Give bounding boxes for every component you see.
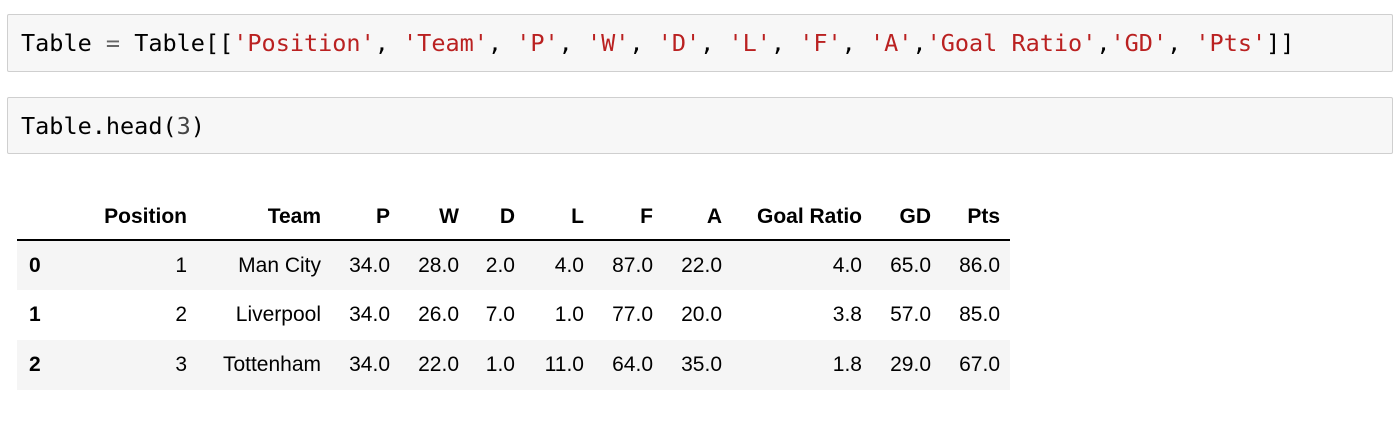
header-f: F [594,194,663,241]
table-header-row: Position Team P W D L F A Goal Ratio GD … [17,194,1010,241]
header-pts: Pts [941,194,1010,241]
number-token: 3 [176,111,191,140]
cell-f: 77.0 [612,303,653,326]
string-token: 'Position' [233,29,375,57]
cell-team: Tottenham [222,353,321,376]
cell-goal-ratio: 4.0 [832,253,862,277]
code-token: , [1167,29,1196,57]
cell-l: 4.0 [554,253,584,277]
cell-pts: 67.0 [959,353,1000,376]
cell-gd: 65.0 [890,253,931,277]
cell-f: 87.0 [612,253,653,277]
cell-pts: 86.0 [959,253,1000,277]
code-token: Table [21,29,92,57]
header-p: P [331,194,400,241]
cell-position: 1 [175,253,187,277]
string-token: 'Team' [403,29,488,57]
cell-d: 1.0 [485,353,515,376]
string-token: 'GD' [1110,29,1168,57]
cell-position: 2 [175,303,187,326]
cell-position: 3 [175,353,187,376]
row-index: 1 [29,303,41,326]
string-token: 'L' [728,29,771,57]
code-token: ) [190,111,205,140]
cell-l: 11.0 [544,353,584,376]
code-token: Table[[ [120,29,234,57]
cell-d: 7.0 [485,303,515,326]
cell-gd: 29.0 [890,353,931,376]
operator-token: = [105,29,121,57]
cell-a: 35.0 [681,353,722,376]
row-index: 2 [29,353,41,376]
cell-output: Position Team P W D L F A Goal Ratio GD … [17,194,1010,390]
code-token: , [912,29,927,57]
cell-w: 22.0 [418,353,459,376]
code-token: , [841,29,870,57]
string-token: 'F' [799,29,842,57]
header-index [17,194,59,241]
cell-team: Man City [238,253,321,277]
header-w: W [400,194,469,241]
string-token: 'A' [869,29,913,57]
header-position: Position [59,194,197,241]
cell-w: 28.0 [418,253,459,277]
string-token: 'P' [516,29,559,57]
cell-d: 2.0 [485,253,515,277]
header-goal-ratio: Goal Ratio [732,194,872,241]
cell-p: 34.0 [349,353,390,376]
header-l: L [525,194,594,241]
header-d: D [469,194,525,241]
cell-w: 26.0 [418,303,459,326]
cell-l: 1.0 [554,303,584,326]
code-cell-1-source[interactable]: Table = Table[['Position', 'Team', 'P', … [21,15,1294,71]
string-token: 'D' [657,29,701,57]
code-cell-2-source[interactable]: Table.head(3) [21,98,205,153]
cell-a: 22.0 [681,253,722,277]
cell-f: 64.0 [612,353,653,376]
code-token: , [374,29,404,57]
dataframe-table: Position Team P W D L F A Goal Ratio GD … [17,194,1010,390]
table-row: 2 3 Tottenham 34.0 22.0 1.0 11.0 64.0 35… [17,340,1010,390]
table-row: 1 2 Liverpool 34.0 26.0 7.0 1.0 77.0 20.… [17,290,1010,340]
cell-p: 34.0 [349,253,390,277]
cell-p: 34.0 [349,303,390,326]
string-token: 'Pts' [1195,29,1267,57]
cell-team: Liverpool [235,303,321,326]
row-index: 0 [29,253,41,277]
cell-goal-ratio: 1.8 [832,353,862,376]
string-token: 'Goal Ratio' [926,29,1097,57]
code-token: , [629,29,658,57]
cell-a: 20.0 [681,303,722,326]
header-gd: GD [872,194,941,241]
cell-pts: 85.0 [959,303,1000,326]
code-token: , [1096,29,1111,57]
code-token: , [558,29,587,57]
code-token: , [487,29,517,57]
code-token: , [700,29,729,57]
header-a: A [663,194,732,241]
code-token: Table.head( [21,111,177,140]
code-token [92,29,106,57]
code-cell-2[interactable]: Table.head(3) [7,97,1393,154]
header-team: Team [197,194,331,241]
cell-gd: 57.0 [890,303,931,326]
code-token: ]] [1266,29,1295,57]
cell-goal-ratio: 3.8 [832,303,862,326]
code-cell-1[interactable]: Table = Table[['Position', 'Team', 'P', … [7,14,1393,72]
string-token: 'W' [586,29,630,57]
code-token: , [770,29,800,57]
table-row: 0 1 Man City 34.0 28.0 2.0 4.0 87.0 22.0… [17,240,1010,290]
